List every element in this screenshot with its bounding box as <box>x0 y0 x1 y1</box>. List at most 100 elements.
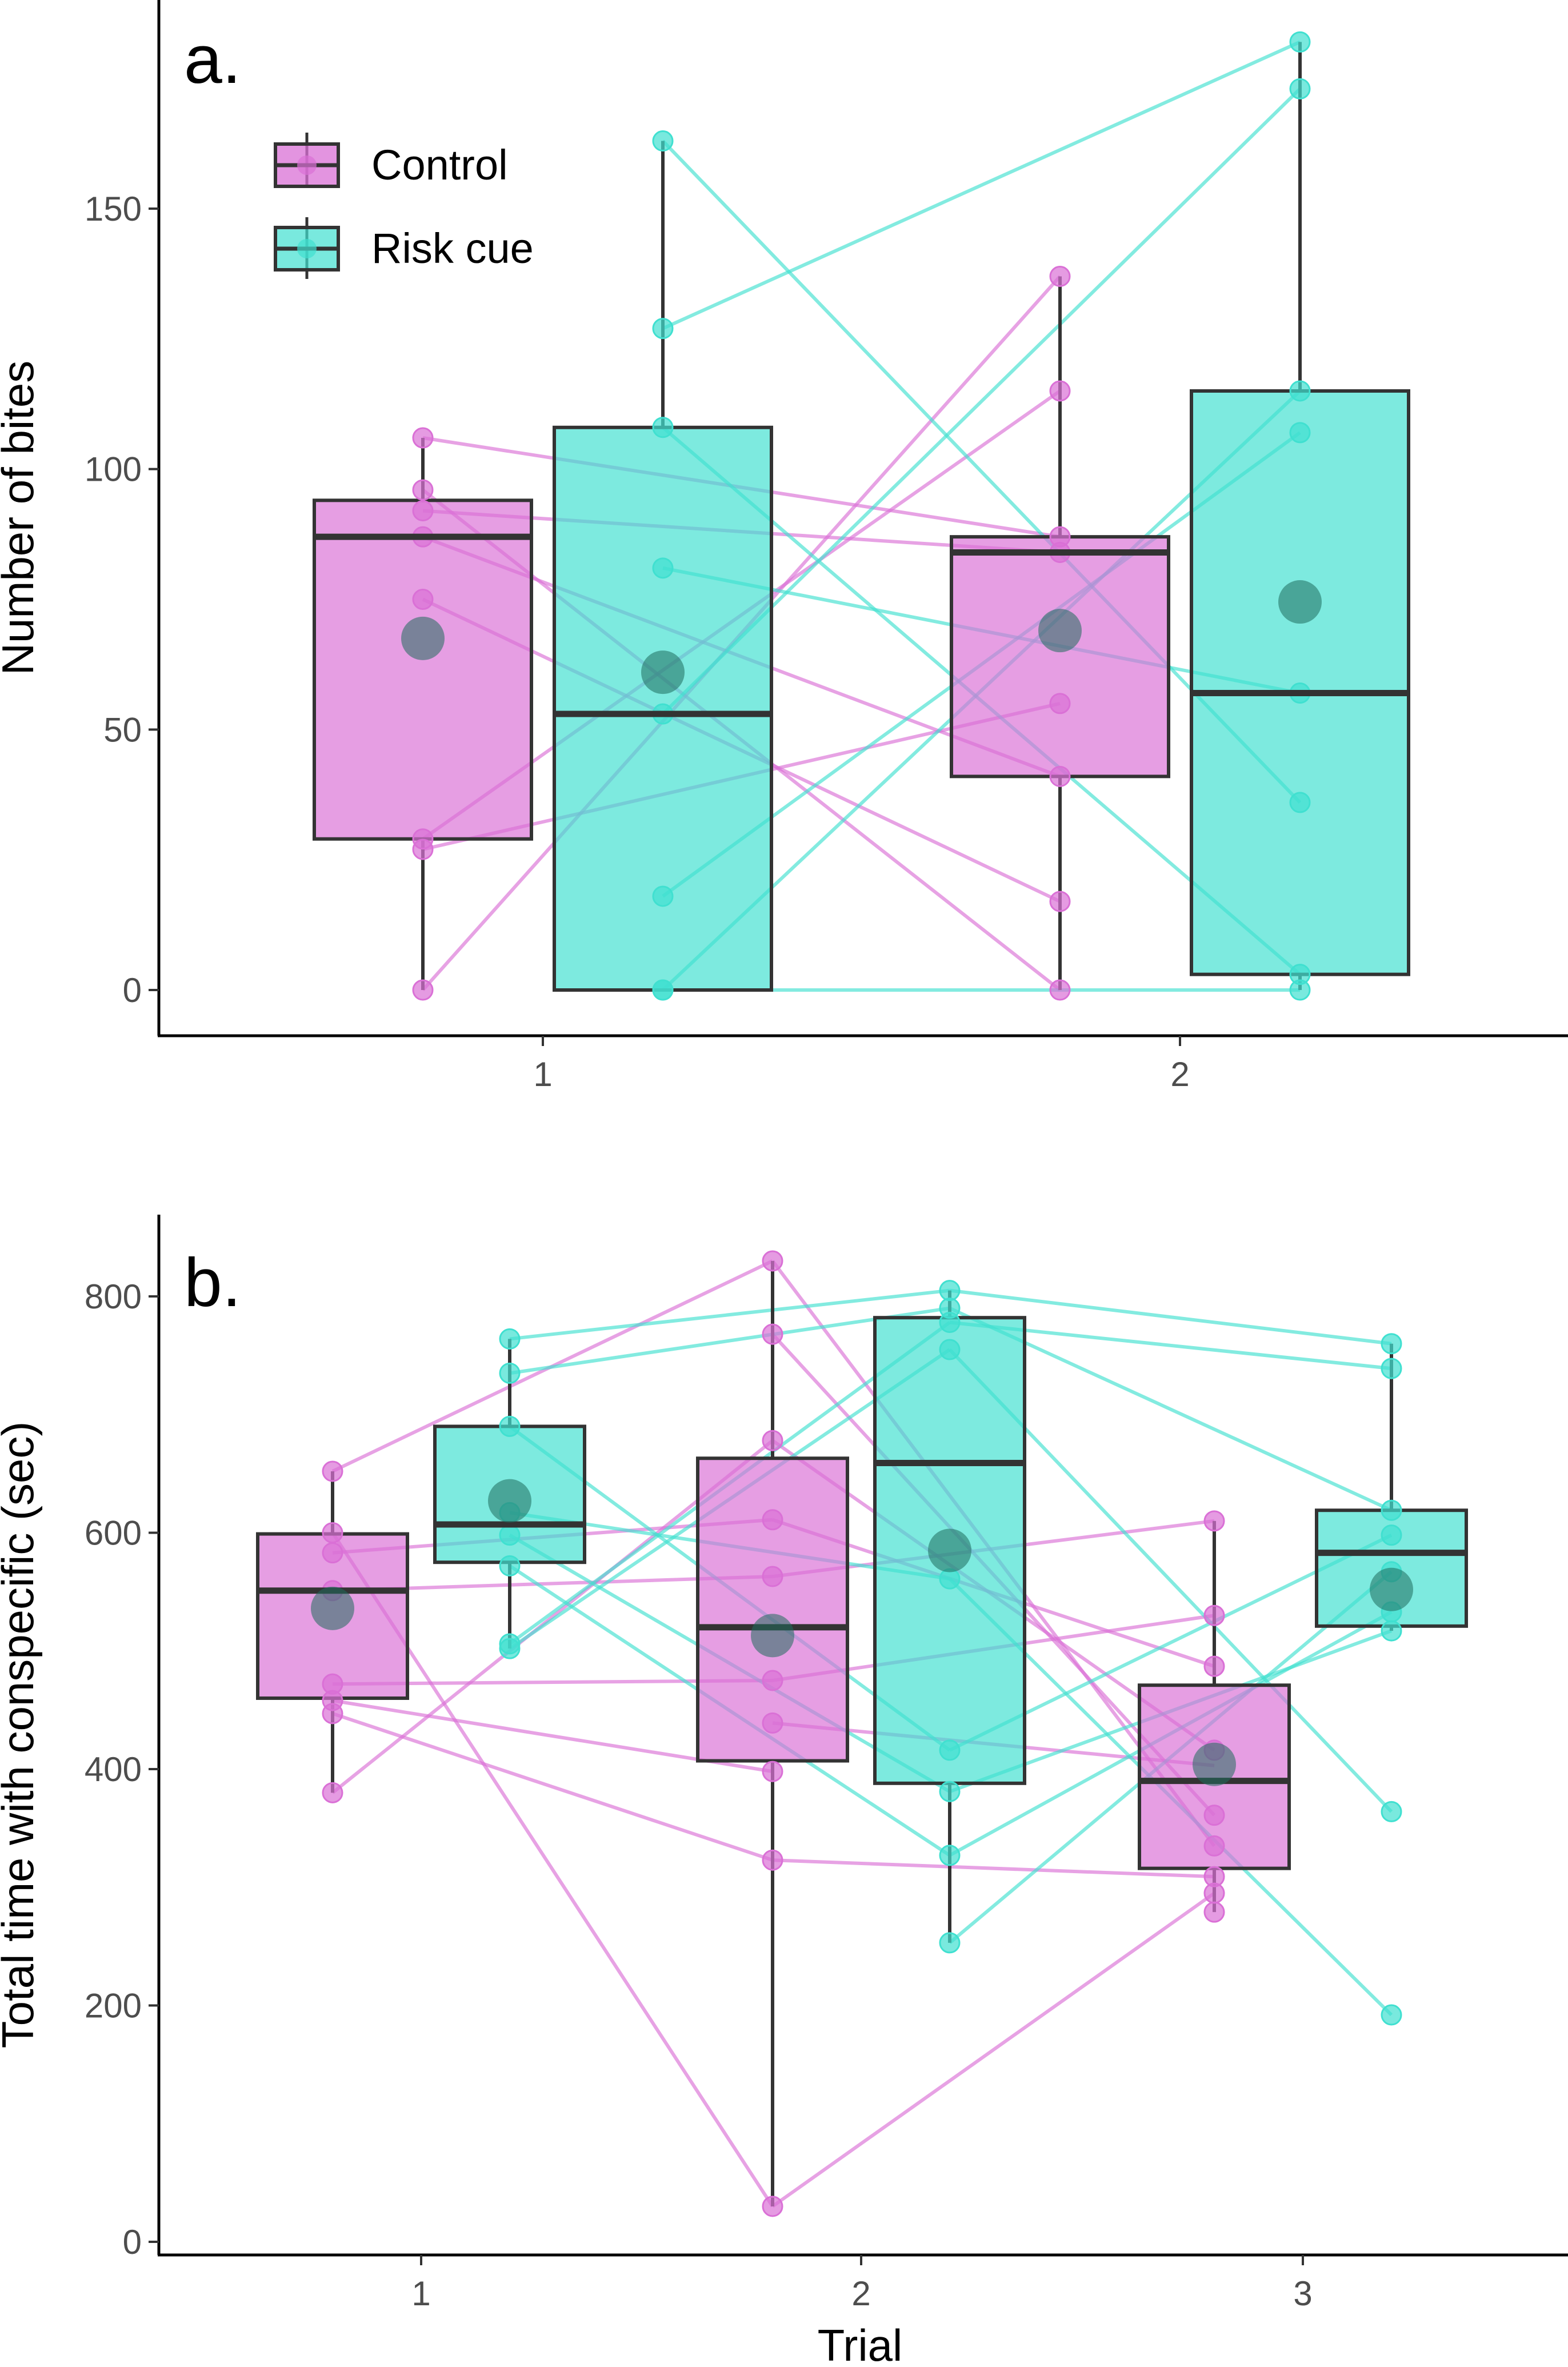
y-tick-label: 400 <box>85 1750 142 1789</box>
data-point <box>1289 422 1311 444</box>
y-tick-label: 800 <box>85 1278 142 1316</box>
data-point <box>1203 1901 1225 1923</box>
data-point <box>652 318 674 340</box>
data-point <box>762 1250 783 1272</box>
data-point <box>412 500 434 522</box>
data-point <box>939 1280 961 1302</box>
data-point <box>1049 979 1071 1001</box>
data-point <box>1203 1604 1225 1626</box>
mean-marker <box>488 1479 531 1523</box>
mean-marker <box>928 1528 971 1572</box>
data-point <box>1289 792 1311 813</box>
data-point <box>939 1339 961 1360</box>
data-point <box>652 130 674 152</box>
box-body <box>313 498 533 841</box>
data-point <box>1289 78 1311 99</box>
data-point <box>939 1932 961 1954</box>
data-point <box>1203 1655 1225 1677</box>
x-tick-label: 3 <box>1293 2274 1312 2313</box>
data-point <box>499 1362 521 1384</box>
x-tick-label: 2 <box>1170 1055 1189 1093</box>
box-control-trial-1 <box>256 1460 409 1803</box>
individual-trajectory-line <box>949 1288 1392 1346</box>
box-risk-cue-trial-1 <box>433 1328 586 1659</box>
data-point <box>1381 1333 1402 1355</box>
y-tick-label: 50 <box>103 711 142 749</box>
mean-marker <box>641 650 685 694</box>
data-point <box>762 1761 783 1782</box>
data-point <box>499 1328 521 1350</box>
y-tick-label: 0 <box>123 971 142 1009</box>
legend-item-risk-cue: Risk cue <box>274 217 534 279</box>
data-point <box>322 1542 343 1564</box>
data-point <box>1381 1499 1402 1521</box>
x-tick-label: 2 <box>851 2274 870 2313</box>
data-point <box>322 1460 343 1482</box>
box-control-trial-1 <box>313 427 533 1001</box>
mean-marker <box>1278 580 1322 624</box>
data-point <box>1049 891 1071 912</box>
data-point <box>1381 1620 1402 1642</box>
data-point <box>1203 1805 1225 1826</box>
individual-trajectory-line <box>771 1891 1215 2208</box>
data-point <box>1381 1358 1402 1379</box>
individual-trajectory-line <box>772 1858 1215 1879</box>
box-risk-cue-trial-1 <box>553 130 773 1001</box>
panel-b-label: b. <box>184 1244 241 1321</box>
individual-trajectory-line <box>662 40 1301 330</box>
data-point <box>322 1522 343 1543</box>
data-point <box>499 1555 521 1576</box>
data-point <box>322 1703 343 1725</box>
mean-marker <box>401 616 445 660</box>
data-point <box>762 1849 783 1871</box>
data-point <box>1381 1801 1402 1822</box>
data-point <box>939 1739 961 1761</box>
data-point <box>939 1781 961 1802</box>
data-point <box>1049 380 1071 402</box>
panel-a-y-axis-title: Number of bites <box>0 361 43 676</box>
data-point <box>412 979 434 1001</box>
data-point <box>762 1509 783 1531</box>
data-point <box>1203 1510 1225 1532</box>
data-point <box>1381 1524 1402 1546</box>
x-tick-label: 1 <box>533 1055 552 1093</box>
data-point <box>762 1712 783 1734</box>
data-point <box>652 417 674 438</box>
data-point <box>1049 765 1071 787</box>
y-tick-label: 150 <box>85 190 142 228</box>
legend: Control Risk cue <box>274 133 534 279</box>
mean-marker <box>1193 1742 1236 1786</box>
box-control-trial-2 <box>950 265 1170 1001</box>
mean-marker <box>1370 1567 1413 1611</box>
data-point <box>1381 2004 1402 2026</box>
data-point <box>322 1782 343 1803</box>
data-point <box>762 1323 783 1345</box>
data-point <box>939 1845 961 1866</box>
mean-marker <box>751 1614 794 1658</box>
box-risk-cue-trial-2 <box>873 1280 1026 1954</box>
data-point <box>412 839 434 860</box>
data-point <box>412 427 434 449</box>
data-point <box>939 1311 961 1333</box>
data-point <box>1289 380 1311 402</box>
legend-label-risk-cue: Risk cue <box>371 225 534 272</box>
data-point <box>412 589 434 610</box>
individual-trajectory-line <box>509 1288 950 1341</box>
data-point <box>762 1566 783 1587</box>
data-point <box>652 979 674 1001</box>
data-point <box>412 479 434 501</box>
legend-label-control: Control <box>371 141 508 189</box>
panel-b-x-axis-title: Trial <box>818 2320 903 2367</box>
box-body <box>950 535 1170 779</box>
box-control-trial-2 <box>696 1250 849 2217</box>
data-point <box>1049 265 1071 287</box>
panel-b-time-chart: 0 200 400 600 800 1 2 3 b. Total time with con… <box>0 1215 1568 2367</box>
box-risk-cue-trial-2 <box>1190 31 1410 1001</box>
y-tick-label: 100 <box>85 450 142 489</box>
data-point <box>652 885 674 907</box>
y-tick-label: 600 <box>85 1514 142 1552</box>
y-tick-label: 200 <box>85 1987 142 2025</box>
data-point <box>762 1670 783 1691</box>
data-point <box>652 557 674 579</box>
